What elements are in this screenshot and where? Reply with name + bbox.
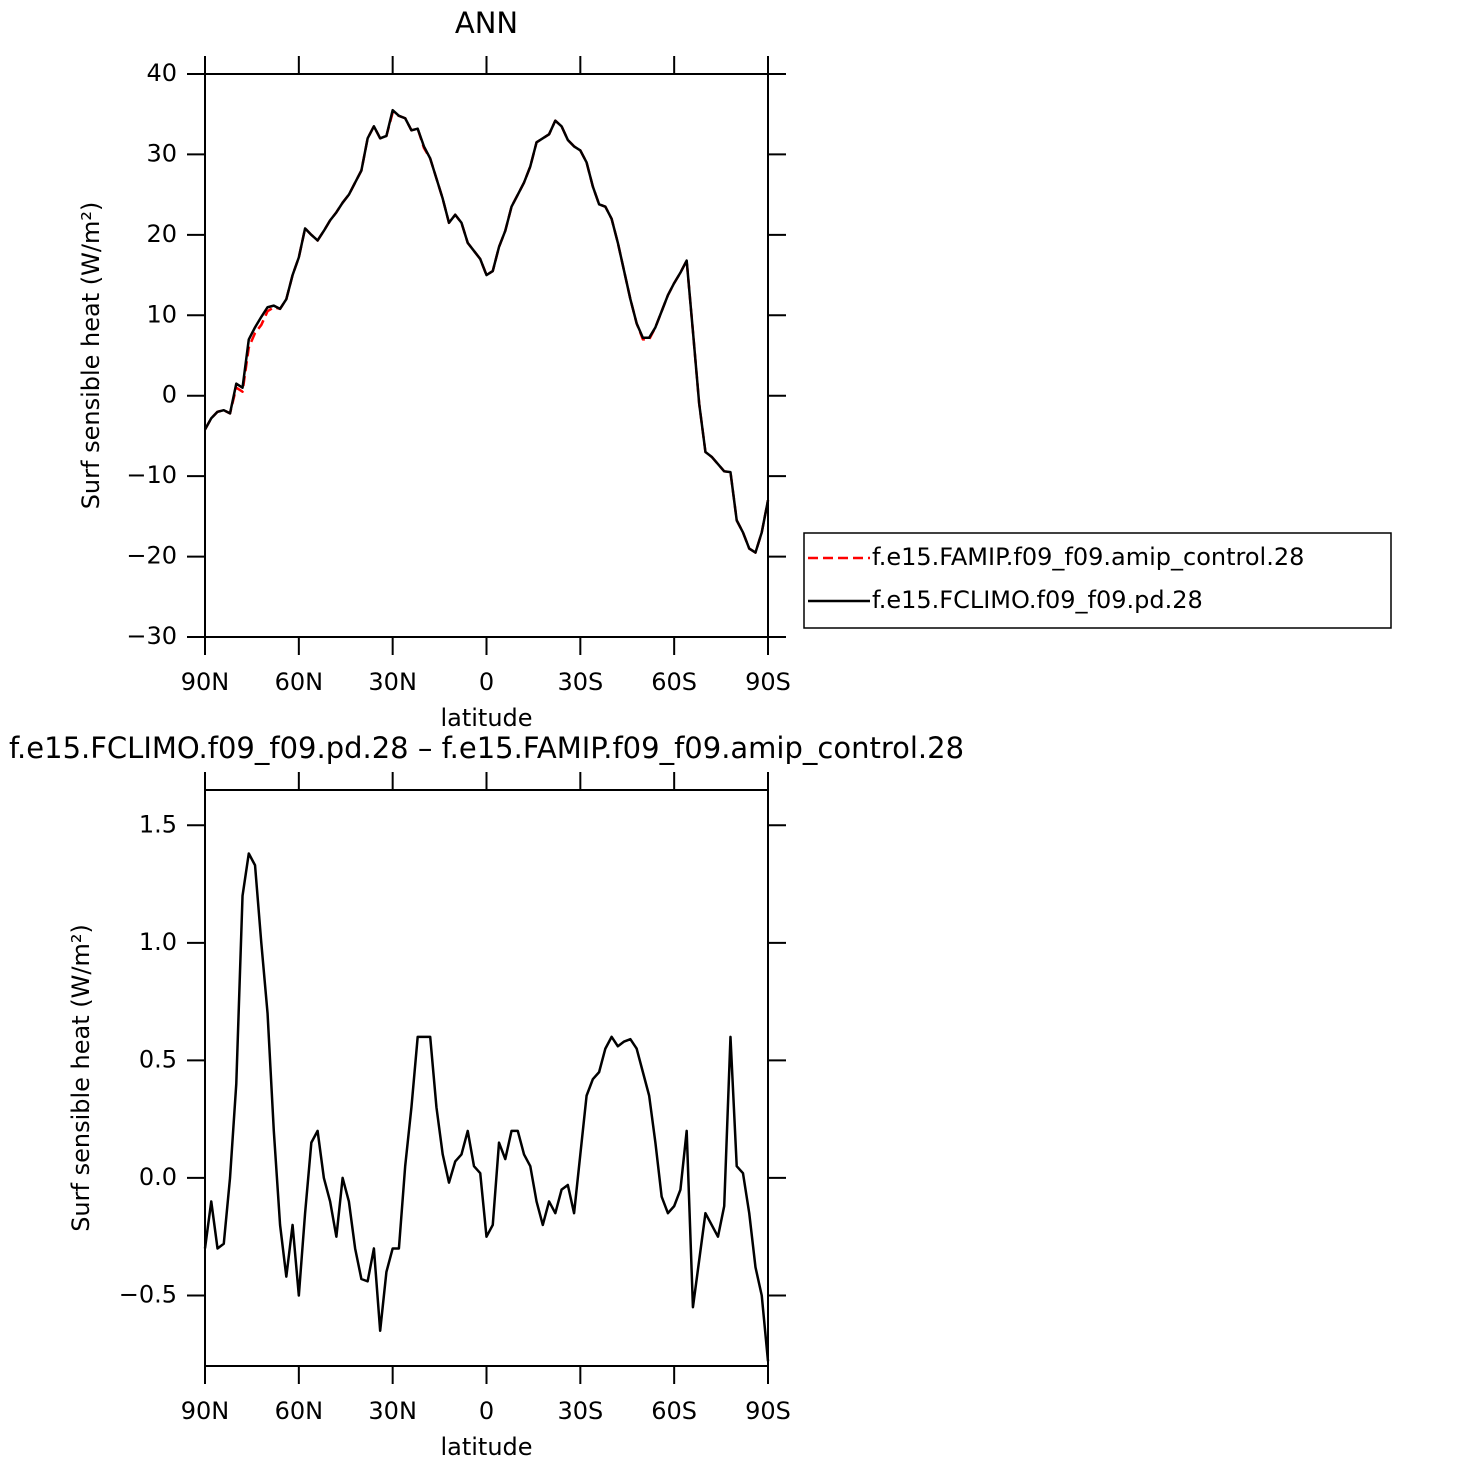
data-line [203, 852, 770, 1362]
y-tick-label: 0.5 [139, 1045, 177, 1073]
y-tick-label: −0.5 [119, 1280, 177, 1308]
x-tick-label: 60S [651, 1397, 697, 1425]
plot-frame [204, 789, 769, 1367]
plot-frame [204, 73, 769, 638]
y-tick-label: 0.0 [139, 1163, 177, 1191]
y-tick-label: 10 [146, 300, 177, 328]
x-tick-label: 60N [275, 1397, 324, 1425]
legend-box [803, 532, 1392, 629]
y-tick-label: 0 [162, 381, 177, 409]
y-tick-label: 1.5 [139, 810, 177, 838]
x-tick-label: 60N [275, 668, 324, 696]
data-line [203, 108, 770, 554]
y-tick-label: 20 [146, 220, 177, 248]
x-tick-label: 30N [368, 1397, 417, 1425]
y-axis-label: Surf sensible heat (W/m²) [67, 924, 95, 1232]
x-axis-label: latitude [440, 704, 532, 732]
x-tick-label: 60S [651, 668, 697, 696]
x-tick-label: 90N [181, 668, 230, 696]
y-tick-label: −10 [126, 461, 177, 489]
y-tick-label: −20 [126, 542, 177, 570]
x-tick-label: 0 [479, 1397, 494, 1425]
x-tick-label: 30N [368, 668, 417, 696]
x-tick-label: 90S [745, 668, 791, 696]
y-tick-label: −30 [126, 622, 177, 650]
x-tick-label: 30S [557, 668, 603, 696]
y-tick-label: 40 [146, 59, 177, 87]
legend-label: f.e15.FCLIMO.f09_f09.pd.28 [872, 586, 1203, 614]
legend-label: f.e15.FAMIP.f09_f09.amip_control.28 [872, 543, 1304, 571]
x-tick-label: 0 [479, 668, 494, 696]
chart-title: f.e15.FCLIMO.f09_f09.pd.28 – f.e15.FAMIP… [9, 731, 964, 765]
y-tick-label: 1.0 [139, 928, 177, 956]
x-axis-label: latitude [440, 1433, 532, 1461]
chart-title: ANN [455, 6, 518, 40]
x-tick-label: 30S [557, 1397, 603, 1425]
x-tick-label: 90N [181, 1397, 230, 1425]
y-tick-label: 30 [146, 139, 177, 167]
y-axis-label: Surf sensible heat (W/m²) [77, 202, 105, 510]
data-line [203, 111, 770, 554]
x-tick-label: 90S [745, 1397, 791, 1425]
